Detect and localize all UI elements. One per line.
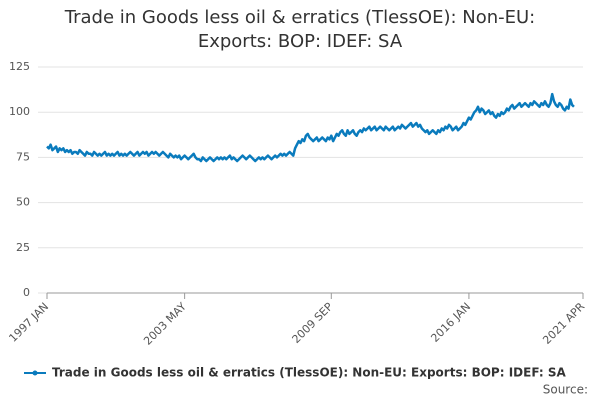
x-tick-label: 2003 MAY [141, 300, 189, 348]
y-tick-label: 0 [23, 286, 30, 299]
y-tick-label: 75 [16, 150, 30, 163]
y-tick-label: 25 [16, 241, 30, 254]
x-tick-label: 2021 APR [540, 300, 587, 347]
y-tick-label: 50 [16, 196, 30, 209]
legend-label: Trade in Goods less oil & erratics (Tles… [52, 366, 566, 380]
y-tick-label: 100 [9, 105, 30, 118]
legend-marker [32, 370, 38, 376]
chart-title: Trade in Goods less oil & erratics (Tles… [64, 7, 536, 52]
y-tick-label: 125 [9, 60, 30, 73]
x-tick-label: 1997 JAN [6, 300, 51, 345]
series-line [46, 92, 575, 163]
x-tick-label: 2016 JAN [428, 300, 473, 345]
source: Source: [543, 383, 588, 397]
x-tick-label: 2009 SEP [290, 300, 336, 346]
